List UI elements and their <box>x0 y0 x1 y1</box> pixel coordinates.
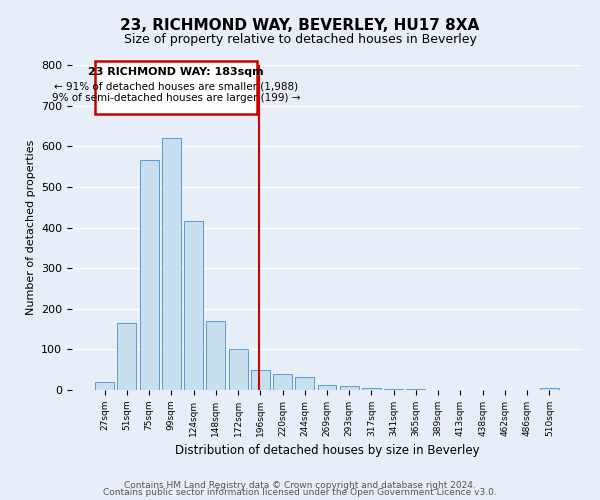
FancyBboxPatch shape <box>95 61 257 114</box>
Bar <box>340 386 359 390</box>
Bar <box>540 388 559 390</box>
Bar <box>95 382 114 390</box>
Bar <box>162 138 181 390</box>
Bar <box>295 376 314 390</box>
Bar <box>362 388 381 390</box>
Text: ← 91% of detached houses are smaller (1,988): ← 91% of detached houses are smaller (1,… <box>54 81 298 91</box>
Text: 23, RICHMOND WAY, BEVERLEY, HU17 8XA: 23, RICHMOND WAY, BEVERLEY, HU17 8XA <box>121 18 479 32</box>
Bar <box>273 374 292 390</box>
Bar <box>229 350 248 390</box>
Text: 9% of semi-detached houses are larger (199) →: 9% of semi-detached houses are larger (1… <box>52 94 300 104</box>
Bar <box>251 370 270 390</box>
Y-axis label: Number of detached properties: Number of detached properties <box>26 140 35 315</box>
Bar <box>206 321 225 390</box>
Text: Contains public sector information licensed under the Open Government Licence v3: Contains public sector information licen… <box>103 488 497 497</box>
Bar <box>384 389 403 390</box>
Bar <box>140 160 158 390</box>
Text: Size of property relative to detached houses in Beverley: Size of property relative to detached ho… <box>124 32 476 46</box>
Text: 23 RICHMOND WAY: 183sqm: 23 RICHMOND WAY: 183sqm <box>88 67 263 77</box>
Bar <box>406 389 425 390</box>
X-axis label: Distribution of detached houses by size in Beverley: Distribution of detached houses by size … <box>175 444 479 458</box>
Bar <box>118 323 136 390</box>
Text: Contains HM Land Registry data © Crown copyright and database right 2024.: Contains HM Land Registry data © Crown c… <box>124 480 476 490</box>
Bar <box>317 384 337 390</box>
Bar <box>184 222 203 390</box>
